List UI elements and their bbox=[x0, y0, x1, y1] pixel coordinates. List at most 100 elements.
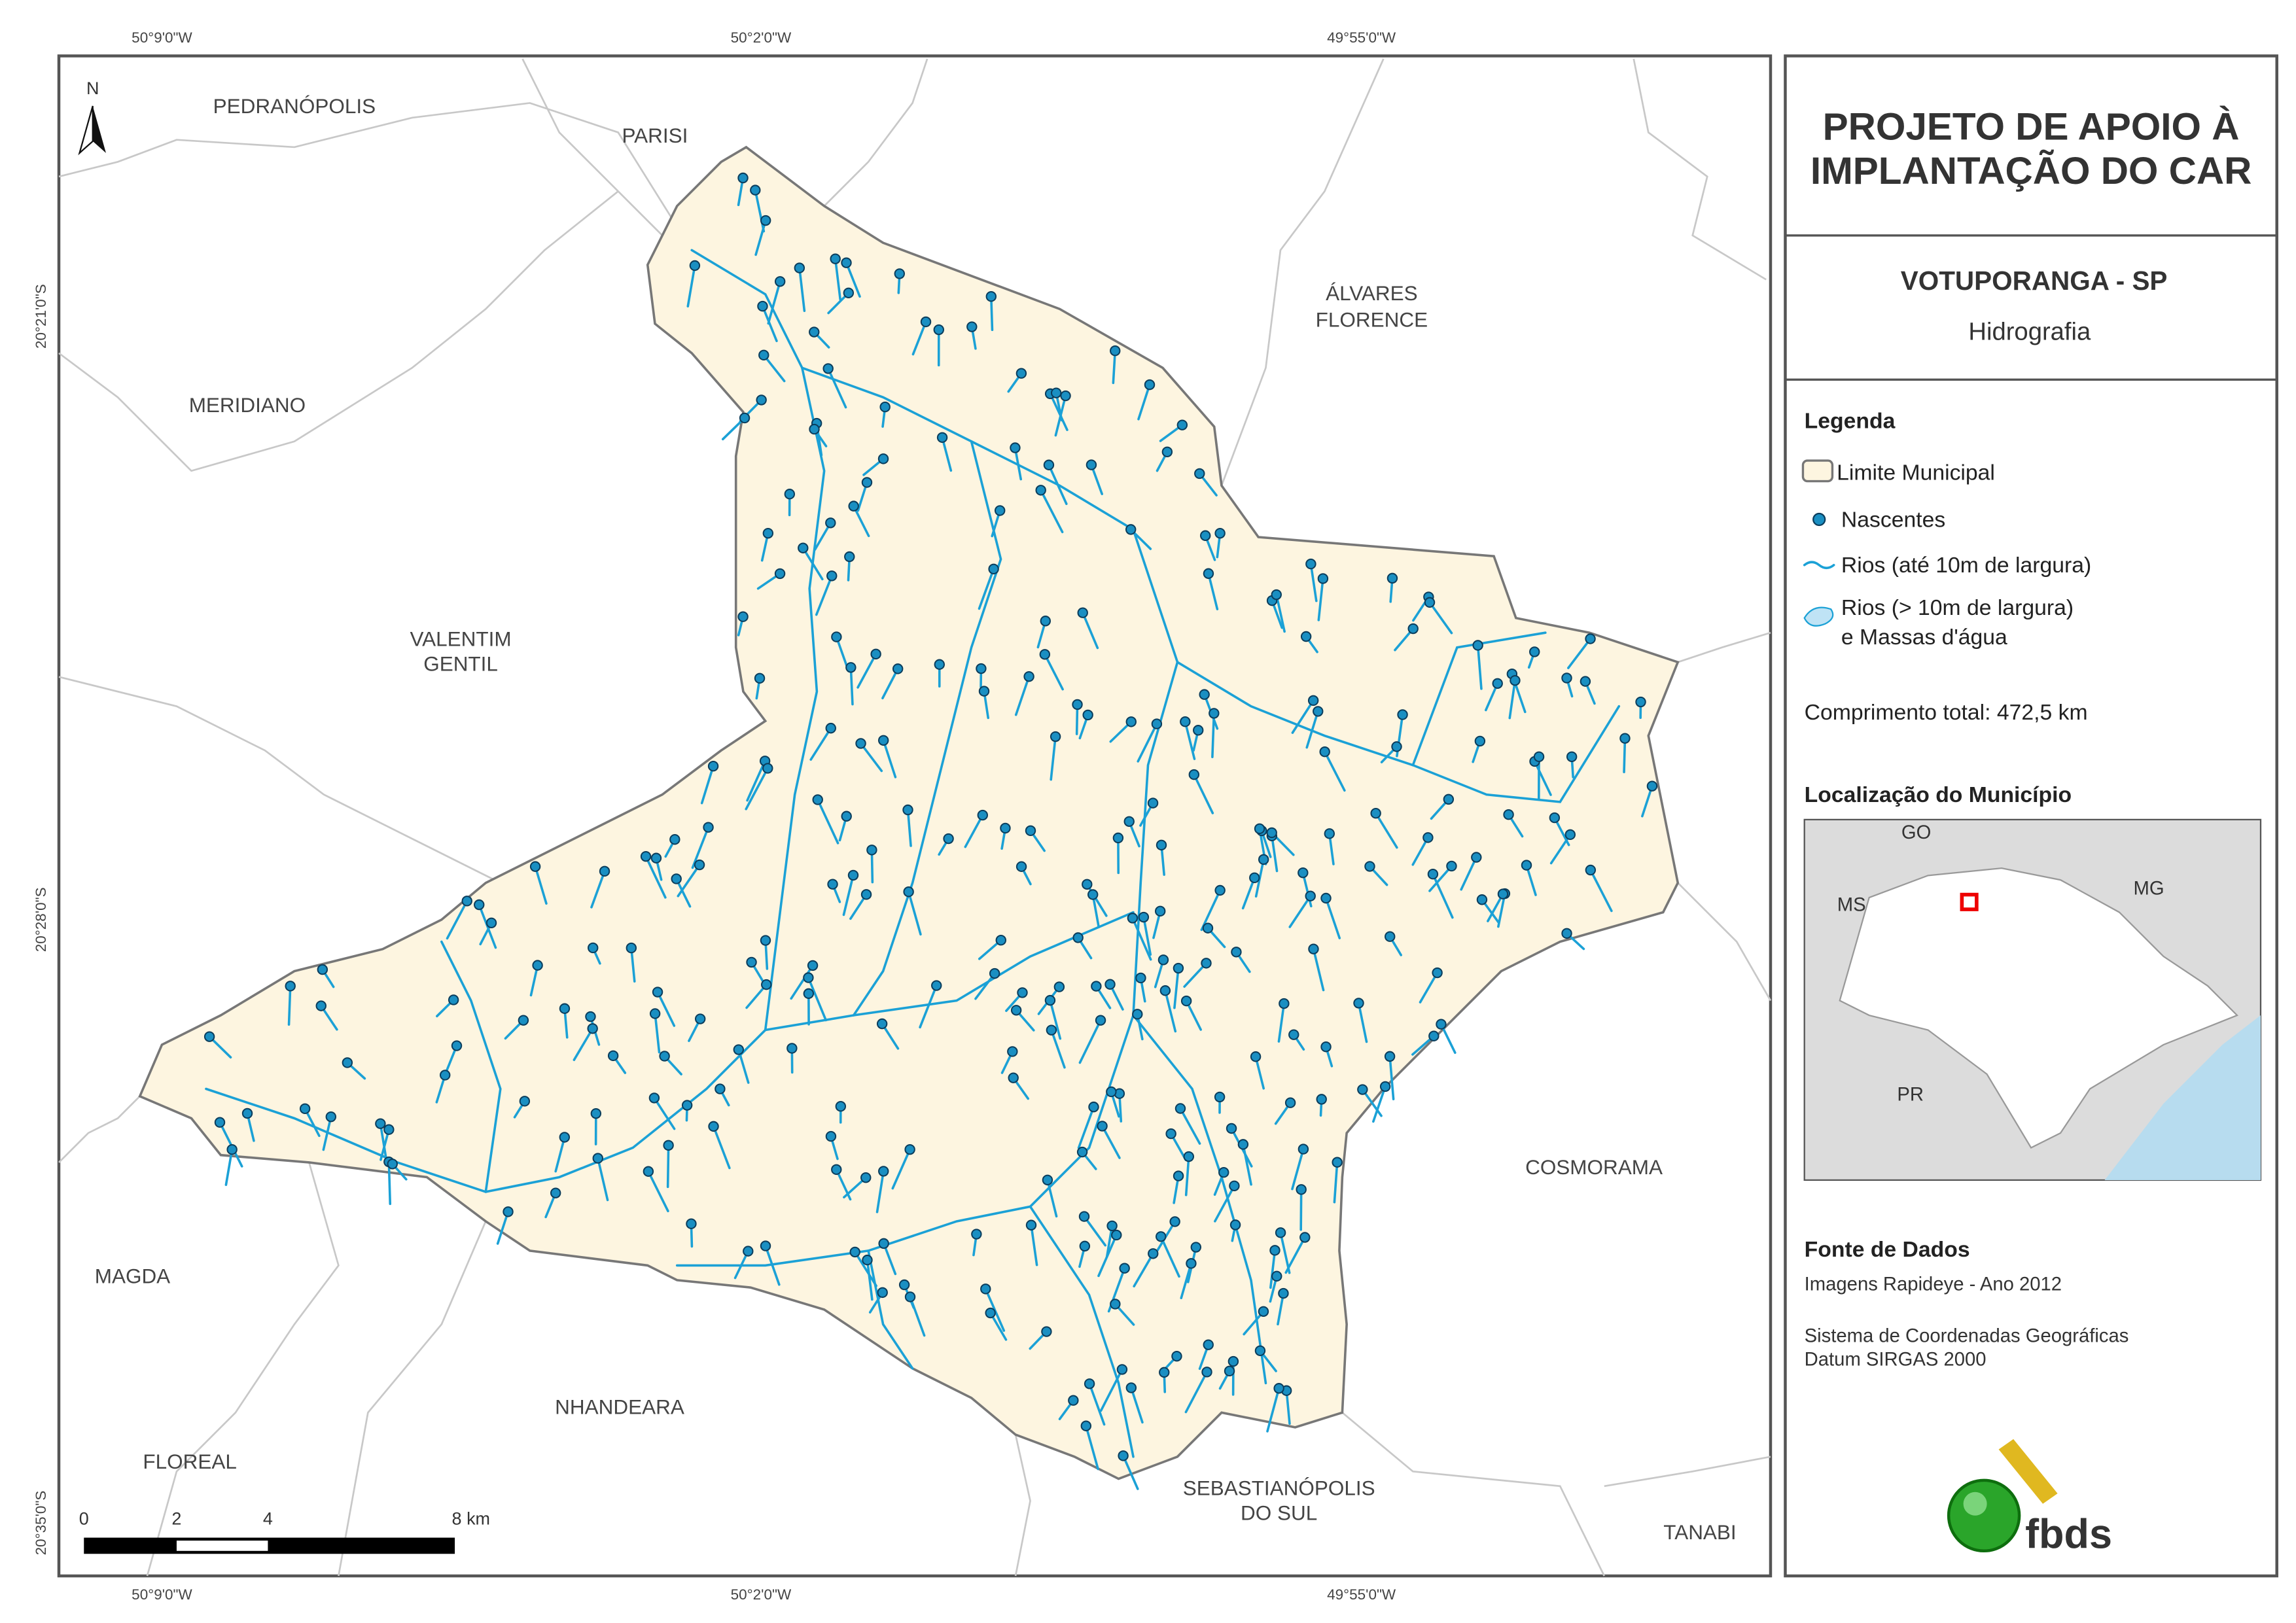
spring bbox=[1564, 829, 1576, 841]
spring bbox=[985, 1307, 996, 1319]
spring bbox=[1180, 995, 1192, 1007]
spring bbox=[1053, 981, 1065, 992]
scale-segment bbox=[84, 1537, 455, 1554]
spring bbox=[1123, 816, 1135, 827]
spring bbox=[1084, 1378, 1095, 1389]
boundary bbox=[58, 676, 501, 884]
inset-label: GO bbox=[1901, 822, 1931, 843]
legend-swatch bbox=[1803, 561, 1835, 570]
spring bbox=[809, 423, 820, 435]
spring bbox=[559, 1132, 571, 1143]
spring bbox=[1169, 1216, 1180, 1227]
spring bbox=[1068, 1395, 1079, 1406]
scale-label: 2 bbox=[171, 1509, 181, 1528]
spring bbox=[1446, 860, 1457, 872]
ocean bbox=[2104, 1015, 2261, 1180]
boundary bbox=[58, 190, 619, 472]
spring bbox=[375, 1118, 386, 1129]
river bbox=[440, 940, 502, 1193]
spring bbox=[762, 527, 774, 539]
spring bbox=[1125, 524, 1137, 535]
spring bbox=[1082, 879, 1093, 890]
coord-label: 49°55'0"W bbox=[1327, 29, 1396, 46]
coord-label: 50°2'0"W bbox=[731, 29, 792, 46]
spring bbox=[1379, 1081, 1391, 1092]
side-panel bbox=[1784, 54, 2278, 1578]
spring bbox=[1231, 947, 1242, 958]
spring bbox=[737, 172, 749, 184]
spring bbox=[1190, 1242, 1202, 1253]
spring bbox=[825, 722, 836, 734]
spring bbox=[933, 324, 944, 336]
spring bbox=[1249, 872, 1260, 884]
north-label: N bbox=[86, 79, 99, 98]
spring bbox=[1156, 1231, 1167, 1242]
total-length: Comprimento total: 472,5 km bbox=[1805, 700, 2088, 725]
spring bbox=[1082, 709, 1093, 721]
inset-label: MG bbox=[2133, 879, 2164, 899]
spring bbox=[830, 253, 841, 264]
title: IMPLANTAÇÃO DO CAR bbox=[1810, 149, 2252, 192]
spring bbox=[1010, 1005, 1022, 1016]
spring bbox=[1472, 640, 1483, 651]
spring bbox=[1110, 345, 1121, 357]
spring bbox=[784, 489, 796, 500]
spring bbox=[878, 1166, 889, 1177]
spring bbox=[1299, 1232, 1311, 1243]
spring bbox=[1271, 589, 1282, 601]
spring bbox=[1308, 943, 1319, 954]
spring bbox=[1050, 387, 1062, 398]
legend-swatch bbox=[1812, 512, 1826, 527]
source-line: Imagens Rapideye - Ano 2012 bbox=[1805, 1274, 2062, 1295]
spring bbox=[1151, 718, 1163, 729]
spring bbox=[1088, 1101, 1099, 1113]
spring bbox=[1156, 839, 1167, 851]
spring bbox=[1144, 379, 1156, 391]
scale-label: 4 bbox=[263, 1509, 273, 1528]
spring bbox=[1422, 832, 1434, 843]
spring bbox=[841, 811, 852, 822]
spring bbox=[902, 804, 913, 816]
spring bbox=[587, 1023, 598, 1034]
stream bbox=[287, 985, 292, 1026]
spring bbox=[1087, 889, 1099, 900]
boundary bbox=[1633, 58, 1767, 281]
spring bbox=[803, 988, 815, 1000]
spring bbox=[1132, 1009, 1143, 1020]
spring bbox=[1385, 931, 1396, 942]
spring bbox=[439, 1070, 451, 1081]
spring bbox=[1319, 746, 1330, 758]
neighbor-label: COSMORAMA bbox=[1525, 1155, 1663, 1179]
neighbor-label: PARISI bbox=[622, 124, 688, 147]
spring bbox=[1284, 1097, 1296, 1108]
spring bbox=[1016, 861, 1027, 872]
spring bbox=[1111, 1229, 1122, 1241]
spring bbox=[325, 1111, 337, 1123]
spring bbox=[743, 1246, 754, 1257]
spring bbox=[877, 1287, 888, 1299]
arrow-half bbox=[92, 105, 106, 153]
spring bbox=[1250, 1051, 1262, 1062]
spring bbox=[1386, 572, 1398, 584]
spring bbox=[550, 1187, 561, 1198]
boundary bbox=[146, 1162, 340, 1577]
spring bbox=[1025, 1219, 1037, 1230]
spring bbox=[904, 1143, 915, 1155]
boundary bbox=[1604, 1456, 1771, 1488]
spring bbox=[1619, 733, 1631, 744]
neighbor-label: DO SUL bbox=[1241, 1501, 1317, 1525]
municipality: VOTUPORANGA - SP bbox=[1901, 266, 2168, 296]
spring bbox=[1042, 1174, 1053, 1186]
spring bbox=[826, 570, 838, 582]
boundary bbox=[823, 58, 928, 207]
spring bbox=[1273, 1383, 1284, 1394]
spring bbox=[652, 986, 663, 998]
spring bbox=[1209, 708, 1220, 719]
spring bbox=[774, 568, 786, 580]
spring bbox=[1201, 958, 1212, 969]
spring bbox=[1023, 671, 1034, 682]
spring bbox=[994, 505, 1006, 516]
boundary bbox=[521, 58, 663, 236]
spring bbox=[694, 1013, 706, 1024]
neighbor-label: FLORENCE bbox=[1316, 307, 1428, 331]
